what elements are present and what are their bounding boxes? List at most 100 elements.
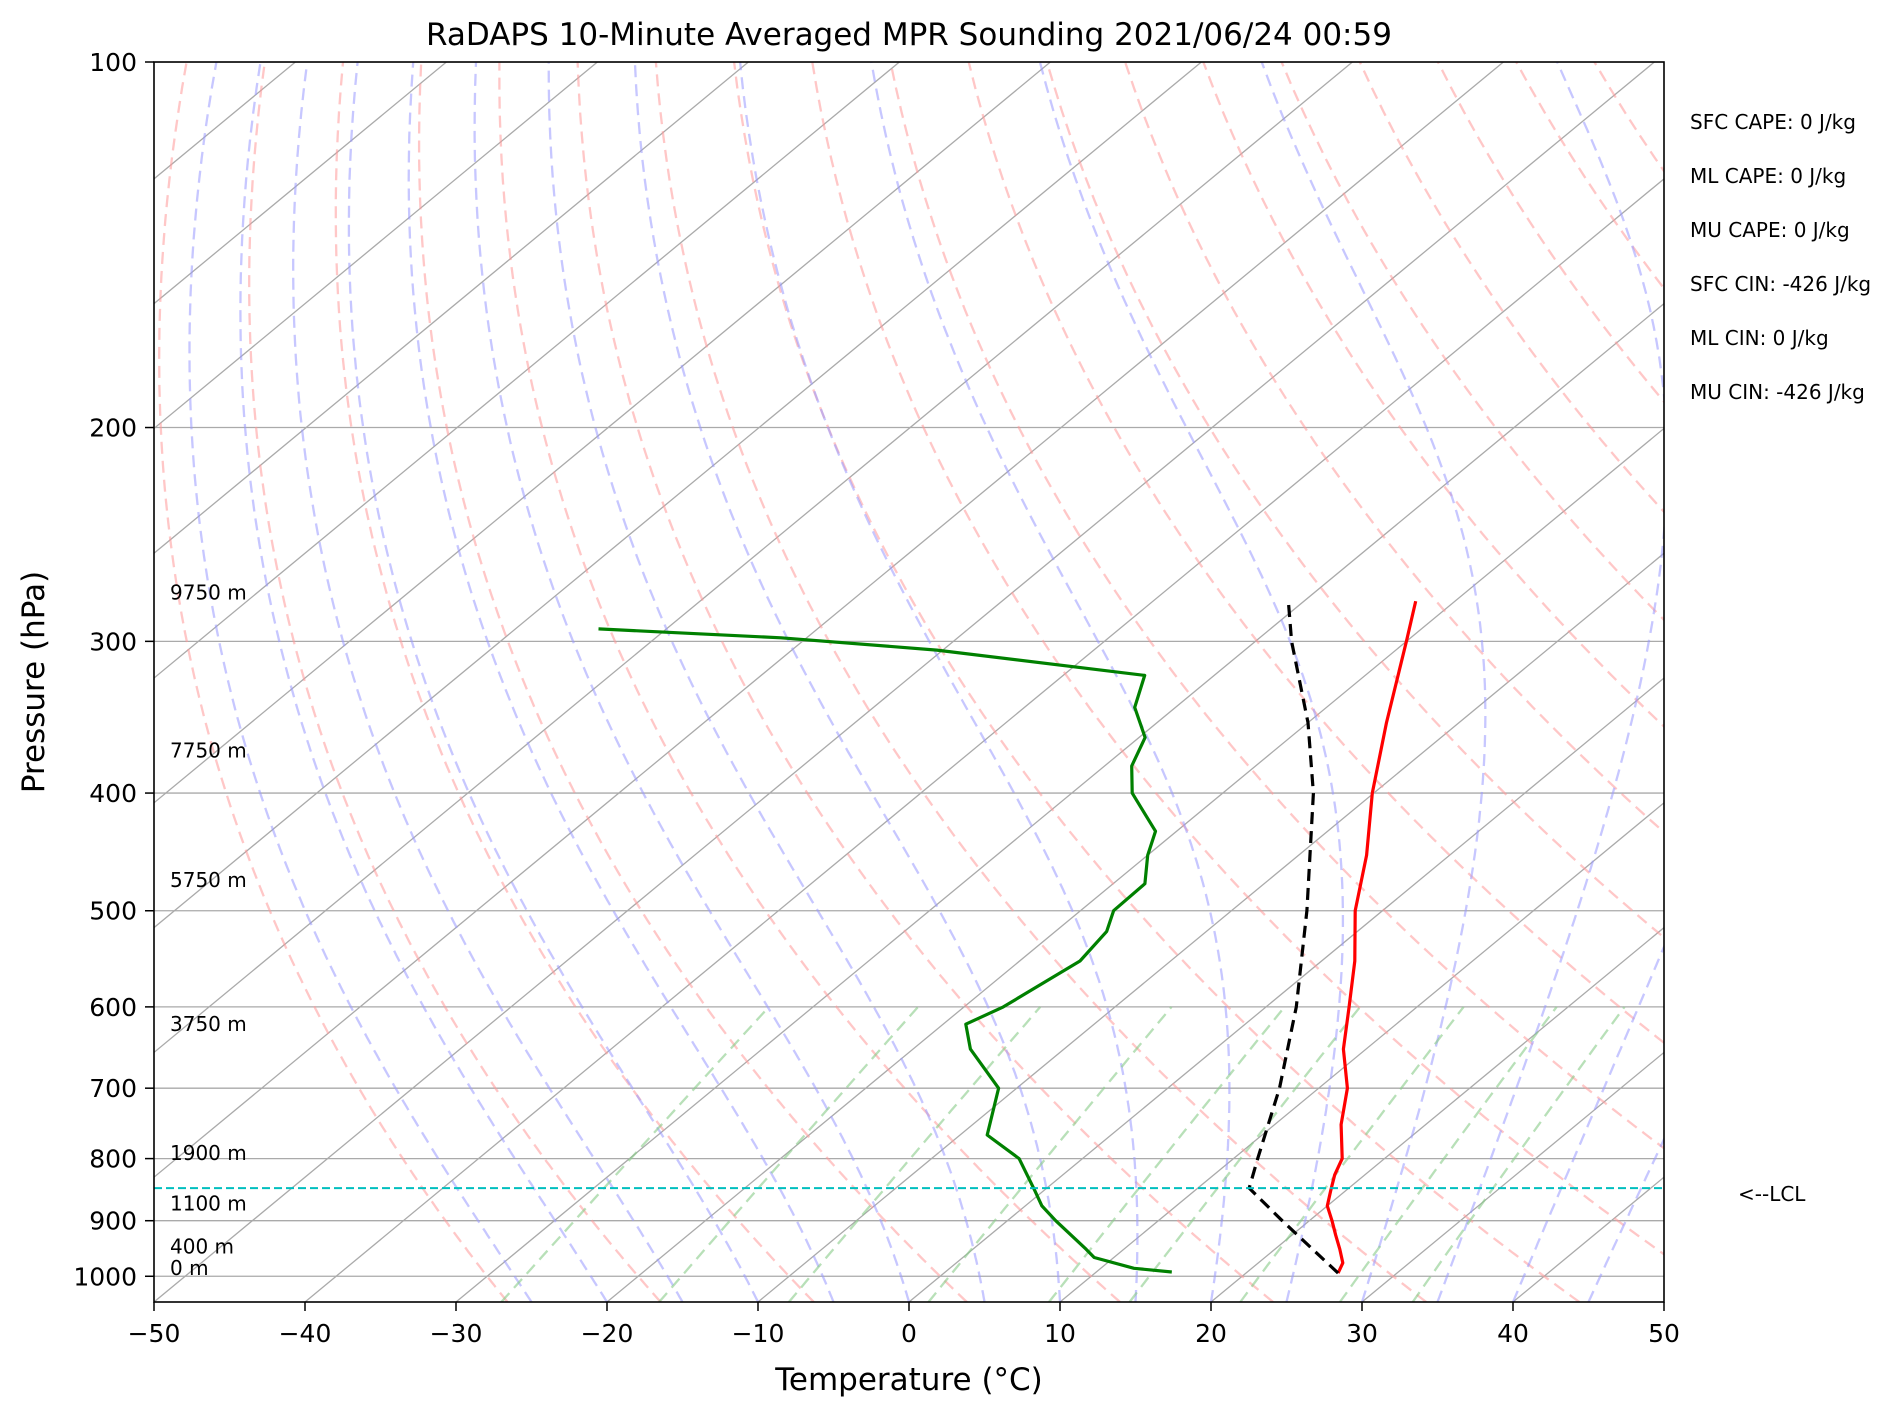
dry-adiabat — [576, 62, 1274, 1302]
isotherm-line — [154, 62, 900, 679]
x-tick-label: 40 — [1497, 1319, 1529, 1348]
dry-adiabat — [889, 62, 1664, 1150]
height-label: 400 m — [170, 1235, 234, 1259]
dry-adiabat — [732, 62, 1581, 1302]
dry-adiabat — [811, 62, 1664, 1256]
isotherm-line — [1361, 1051, 1664, 1302]
x-tick-label: −20 — [581, 1319, 634, 1348]
isotherm-line — [154, 62, 447, 305]
dry-adiabat — [1751, 62, 1899, 1302]
height-label: 0 m — [170, 1256, 209, 1280]
dry-adiabat — [417, 62, 968, 1302]
height-label: 7750 m — [170, 739, 247, 763]
dry-adiabat — [248, 62, 662, 1302]
moist-adiabat — [738, 62, 1139, 1302]
x-tick-label: 20 — [1195, 1319, 1227, 1348]
y-axis-ticks: 100 200 300 400 500 600 700 800 900 1000 — [73, 48, 154, 1291]
mixing-ratio-line — [1128, 1006, 1361, 1302]
y-tick-label: 400 — [89, 779, 137, 808]
chart-title: RaDAPS 10-Minute Averaged MPR Sounding 2… — [426, 17, 1392, 53]
x-tick-label: −50 — [128, 1319, 181, 1348]
isotherm-line — [908, 677, 1664, 1302]
isotherm-line — [304, 178, 1664, 1302]
dry-adiabat — [498, 62, 1121, 1302]
isotherm-line — [154, 62, 598, 430]
mixing-ratio-line — [1411, 1006, 1626, 1302]
y-tick-label: 500 — [89, 897, 137, 926]
isotherm-line — [1059, 801, 1664, 1302]
moist-adiabat — [239, 62, 608, 1302]
series-line-0 — [1325, 600, 1418, 1274]
x-axis-ticks: −50 −40 −30 −20 −10 0 10 20 30 40 50 — [128, 1302, 1680, 1348]
index-label: MU CIN: -426 J/kg — [1690, 380, 1865, 404]
moist-adiabat — [407, 62, 835, 1302]
isotherm-line — [1815, 62, 1899, 1302]
isotherm-line — [1663, 1301, 1664, 1302]
dry-adiabat — [1673, 62, 1899, 1302]
reference-lines — [154, 62, 1899, 1302]
isotherm-line — [154, 62, 1504, 1179]
y-tick-label: 100 — [89, 48, 137, 77]
index-label: MU CAPE: 0 J/kg — [1690, 218, 1850, 242]
dry-adiabat — [1045, 62, 1664, 940]
dry-adiabat — [1280, 62, 1664, 622]
moist-adiabat — [633, 62, 1062, 1302]
x-tick-label: −30 — [430, 1319, 483, 1348]
overlay-labels: <--LCL 9750 m 7750 m 5750 m 3750 m 1900 m 1100… — [154, 580, 1806, 1280]
y-tick-label: 600 — [89, 993, 137, 1022]
dry-adiabat — [967, 62, 1664, 1045]
dry-adiabat — [1358, 62, 1664, 514]
mixing-ratio-line — [1048, 1006, 1286, 1302]
y-tick-label: 700 — [89, 1074, 137, 1103]
moist-adiabat — [547, 62, 986, 1302]
mixing-ratio-line — [1239, 1006, 1465, 1302]
index-label: ML CIN: 0 J/kg — [1690, 326, 1829, 350]
x-tick-label: −40 — [279, 1319, 332, 1348]
isotherm-line — [1512, 1176, 1664, 1302]
x-tick-label: 30 — [1346, 1319, 1378, 1348]
height-label: 9750 m — [170, 580, 247, 604]
isotherm-line — [606, 427, 1664, 1302]
moist-adiabat — [1260, 62, 1487, 1302]
mixing-ratio-line — [788, 1006, 1042, 1302]
isotherm-line — [1210, 926, 1664, 1302]
x-tick-label: 0 — [901, 1319, 917, 1348]
moist-adiabat — [188, 62, 533, 1302]
x-tick-label: −10 — [732, 1319, 785, 1348]
moist-adiabat — [1511, 943, 1664, 1302]
height-label: 5750 m — [170, 868, 247, 892]
height-label: 1100 m — [170, 1192, 247, 1216]
moist-adiabat — [870, 62, 1231, 1302]
y-tick-label: 800 — [89, 1145, 137, 1174]
dry-adiabat — [1124, 62, 1664, 834]
isotherm-line — [154, 62, 1353, 1054]
dry-adiabat — [158, 62, 509, 1302]
plot-frame — [153, 61, 1665, 1303]
index-label: SFC CAPE: 0 J/kg — [1690, 110, 1856, 134]
height-label: 3750 m — [170, 1012, 247, 1036]
moist-adiabat — [347, 62, 760, 1302]
dry-adiabat — [1202, 62, 1664, 729]
parameter-indices: SFC CAPE: 0 J/kg ML CAPE: 0 J/kg MU CAPE: … — [1690, 110, 1871, 404]
moist-adiabat — [1038, 62, 1345, 1302]
mixing-ratio-line — [500, 1006, 770, 1302]
height-label: 1900 m — [170, 1141, 247, 1165]
y-tick-label: 300 — [89, 627, 137, 656]
y-axis-label: Pressure (hPa) — [16, 571, 52, 793]
index-label: SFC CIN: -426 J/kg — [1690, 272, 1871, 296]
mixing-ratio-line — [1338, 1006, 1558, 1302]
y-tick-label: 200 — [89, 414, 137, 443]
isotherm-line — [154, 62, 749, 555]
y-tick-label: 1000 — [73, 1262, 137, 1291]
dry-adiabat — [654, 62, 1427, 1302]
x-tick-label: 50 — [1648, 1319, 1680, 1348]
dry-adiabat — [1829, 62, 1899, 1302]
isotherm-line — [154, 62, 1051, 804]
lcl-label: <--LCL — [1738, 1182, 1806, 1206]
x-axis-label: Temperature (°C) — [774, 1362, 1043, 1398]
dry-adiabat — [1515, 62, 1664, 291]
isotherm-line — [455, 302, 1664, 1302]
y-tick-label: 900 — [89, 1207, 137, 1236]
moist-adiabat — [1436, 62, 1664, 1302]
